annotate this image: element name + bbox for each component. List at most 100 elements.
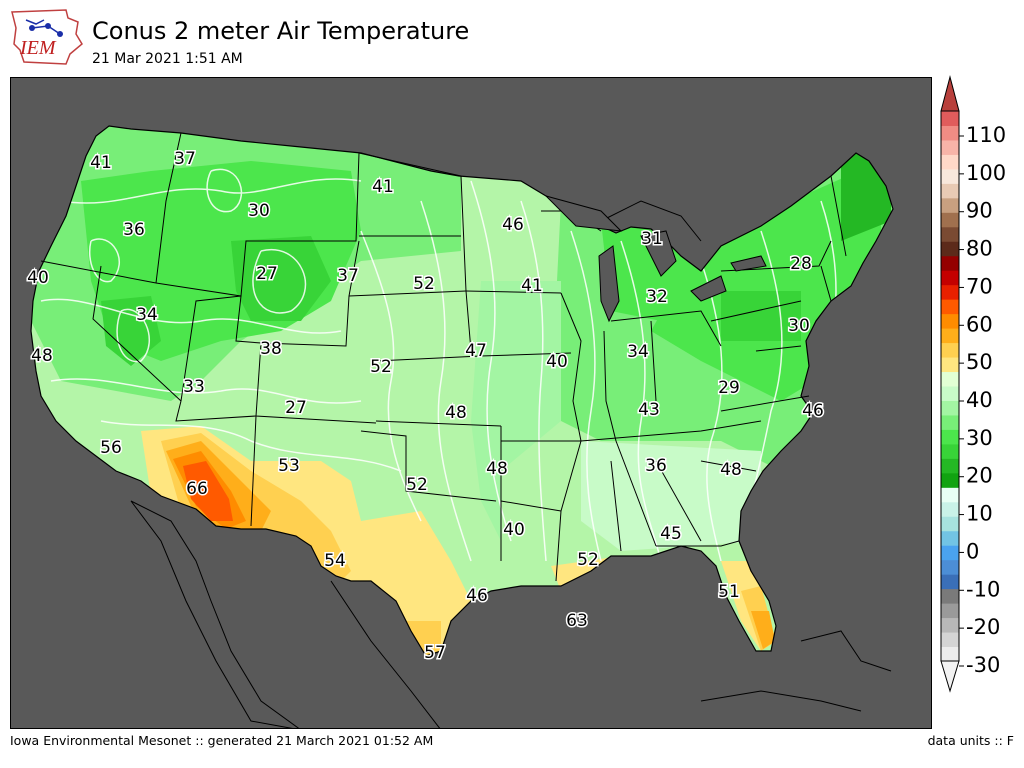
colorbar-band [941, 371, 959, 387]
temperature-label: 40 [546, 352, 568, 372]
temperature-label: 52 [413, 274, 435, 294]
colorbar-band [941, 603, 959, 619]
temperature-label: 48 [720, 460, 742, 480]
colorbar-band [941, 530, 959, 546]
colorbar-band [941, 574, 959, 590]
colorbar-band [941, 328, 959, 344]
colorbar-band [941, 342, 959, 358]
temperature-label: 66 [186, 479, 208, 499]
temperature-label: 41 [521, 276, 543, 296]
colorbar-band [941, 429, 959, 445]
temperature-label: 41 [90, 153, 112, 173]
colorbar-band [941, 255, 959, 271]
colorbar-tick-label: 70 [966, 274, 993, 298]
temperature-label: 34 [627, 342, 649, 362]
temperature-label: 37 [337, 266, 359, 286]
colorbar-band [941, 111, 959, 126]
colorbar-bands [940, 75, 960, 693]
colorbar-band [941, 617, 959, 633]
great-lakes [544, 195, 767, 323]
temperature-label: 51 [718, 582, 740, 602]
temperature-label: 31 [641, 229, 663, 249]
colorbar-band [941, 183, 959, 199]
colorbar-band [941, 458, 959, 474]
temperature-label: 29 [718, 378, 740, 398]
temperature-label: 53 [278, 456, 300, 476]
colorbar-tick-label: -30 [966, 653, 1000, 677]
colorbar-band [941, 125, 959, 141]
temperature-label: 37 [174, 149, 196, 169]
temperature-labels: 41 37 41 30 46 31 36 28 40 27 37 52 41 32 34 30 38 47 34 48… [26, 148, 826, 665]
temperature-label: 36 [123, 220, 145, 240]
temperature-label: 43 [638, 400, 660, 420]
colorbar-tick-label: 10 [966, 502, 993, 526]
temperature-label: 56 [100, 438, 122, 458]
map-subtitle: 21 Mar 2021 1:51 AM [92, 51, 243, 67]
colorbar-band [941, 400, 959, 416]
colorbar-band [941, 212, 959, 228]
colorbar-band [941, 646, 959, 662]
colorbar-band [941, 559, 959, 575]
temperature-label: 33 [183, 377, 205, 397]
temperature-label: 41 [372, 177, 394, 197]
colorbar-tick-label: 50 [966, 350, 993, 374]
colorbar-band [941, 414, 959, 430]
iem-logo: IEM [11, 9, 83, 65]
colorbar-tick-label: 110 [966, 123, 1006, 147]
temperature-label: 54 [324, 551, 346, 571]
temperature-label: 36 [645, 456, 667, 476]
temperature-label: 46 [466, 586, 488, 606]
map-title: Conus 2 meter Air Temperature [92, 17, 470, 45]
colorbar-band [941, 516, 959, 532]
temperature-label: 52 [577, 550, 599, 570]
colorbar-tick-label: -10 [966, 577, 1000, 601]
colorbar-tick-label: -20 [966, 615, 1000, 639]
colorbar-band [941, 501, 959, 517]
colorbar-band [941, 313, 959, 329]
colorbar-band [941, 386, 959, 401]
colorbar-band [941, 168, 959, 184]
temperature-label: 40 [503, 520, 525, 540]
temperature-contours [31, 126, 893, 656]
colorbar-band [941, 139, 959, 155]
colorbar-tick-label: 80 [966, 237, 993, 261]
temperature-label: 63 [566, 611, 588, 631]
colorbar-band [941, 154, 959, 170]
colorbar-frame [940, 110, 960, 662]
colorbar-band [941, 443, 959, 459]
temperature-label: 45 [660, 524, 682, 544]
colorbar-band [941, 270, 959, 286]
temperature-label: 30 [788, 316, 810, 336]
colorbar-band [941, 487, 959, 503]
temperature-label: 52 [370, 357, 392, 377]
colorbar-tick-label: 100 [966, 161, 1006, 185]
surrounding-land [130, 200, 892, 728]
colorbar-band [941, 545, 959, 561]
temperature-label: 46 [502, 215, 524, 235]
temperature-label: 38 [260, 339, 282, 359]
temperature-label: 48 [445, 403, 467, 423]
colorbar-band [941, 632, 959, 648]
temperature-map: 41 37 41 30 46 31 36 28 40 27 37 52 41 32 34 30 38 47 34 48… [10, 77, 932, 729]
colorbar-band [941, 226, 959, 242]
colorbar-tick-label: 0 [966, 539, 979, 563]
temperature-label: 27 [285, 398, 307, 418]
temperature-label: 48 [31, 346, 53, 366]
temperature-label: 48 [486, 459, 508, 479]
colorbar-over-arrow [940, 75, 960, 112]
footer-credit: Iowa Environmental Mesonet :: generated … [10, 733, 434, 748]
temperature-label: 52 [406, 475, 428, 495]
colorbar-band [941, 284, 959, 300]
colorbar-tick-label: 60 [966, 312, 993, 336]
temperature-label: 47 [465, 341, 487, 361]
colorbar-band [941, 197, 959, 213]
colorbar-tick-label: 20 [966, 464, 993, 488]
colorbar-tick-label: 40 [966, 388, 993, 412]
logo-text: IEM [19, 37, 57, 59]
colorbar-tick-label: 90 [966, 199, 993, 223]
temperature-label: 28 [790, 254, 812, 274]
temperature-label: 30 [248, 201, 270, 221]
colorbar-band [941, 588, 959, 604]
